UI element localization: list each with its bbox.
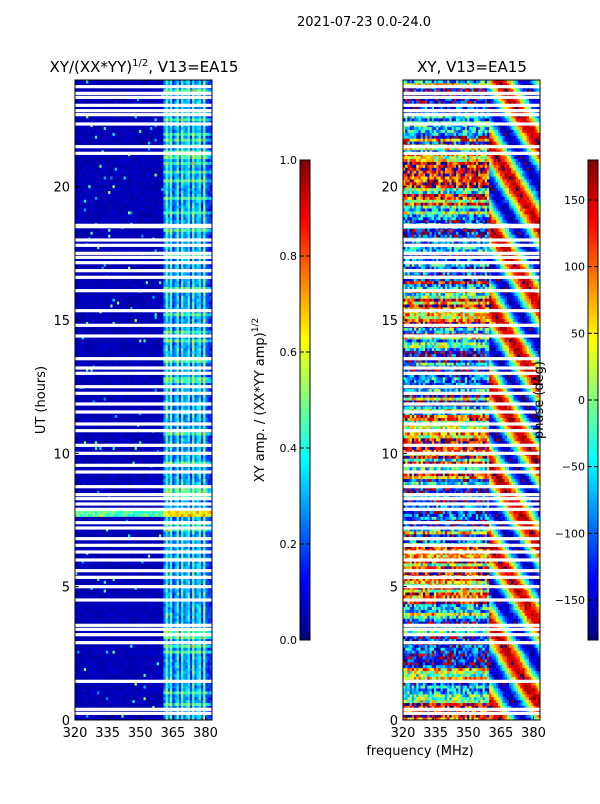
amp-x-tick-label: 365 <box>160 726 185 741</box>
phase-x-tick-label: 380 <box>521 726 546 741</box>
amp-y-tick-label: 5 <box>62 581 70 596</box>
phase-y-tick-label: 20 <box>381 181 398 196</box>
amp-y-axis-label: UT (hours) <box>34 366 49 434</box>
amp-colorbar-tick-label: 1.0 <box>280 154 298 167</box>
amp-heatmap <box>75 80 213 721</box>
amp-colorbar-tick-label: 0.6 <box>280 346 298 359</box>
amp-colorbar-label: XY amp. / (XX*YY amp)1/2 <box>251 318 268 482</box>
phase-colorbar-tick-label: 0 <box>578 394 585 407</box>
phase-colorbar-tick-label: 50 <box>571 327 585 340</box>
phase-x-tick-label: 335 <box>423 726 448 741</box>
amp-y-tick-label: 15 <box>53 314 70 329</box>
phase-colorbar-tick-label: 150 <box>564 194 585 207</box>
phase-y-tick-label: 10 <box>381 447 398 462</box>
phase-colorbar-tick-label: 100 <box>564 261 585 274</box>
phase-colorbar-label: phase (deg) <box>532 361 547 439</box>
amp-x-tick-label: 335 <box>95 726 120 741</box>
phase-colorbar-tick-label: −100 <box>555 527 585 540</box>
amp-y-tick-label: 20 <box>53 181 70 196</box>
amp-colorbar-tick-label: 0.0 <box>280 634 298 647</box>
amp-colorbar-tick-label: 0.4 <box>280 442 298 455</box>
phase-x-axis-label: frequency (MHz) <box>366 744 473 759</box>
amp-colorbar <box>300 160 310 640</box>
amp-x-tick-label: 380 <box>193 726 218 741</box>
phase-y-tick-label: 0 <box>390 714 398 729</box>
phase-y-tick-label: 15 <box>381 314 398 329</box>
amp-colorbar-tick-label: 0.2 <box>280 538 298 551</box>
phase-panel-title: XY, V13=EA15 <box>417 58 527 76</box>
amp-x-tick-label: 350 <box>128 726 153 741</box>
phase-y-tick-label: 5 <box>390 581 398 596</box>
phase-heatmap <box>403 80 541 721</box>
amp-colorbar-tick-label: 0.8 <box>280 250 298 263</box>
amp-y-tick-label: 10 <box>53 447 70 462</box>
figure-suptitle: 2021-07-23 0.0-24.0 <box>297 15 431 30</box>
amp-panel-title: XY/(XX*YY)1/2, V13=EA15 <box>50 58 239 76</box>
phase-x-tick-label: 365 <box>488 726 513 741</box>
phase-colorbar-tick-label: −50 <box>562 461 585 474</box>
phase-colorbar-tick-label: −150 <box>555 594 585 607</box>
amp-y-tick-label: 0 <box>62 714 70 729</box>
phase-x-tick-label: 350 <box>456 726 481 741</box>
